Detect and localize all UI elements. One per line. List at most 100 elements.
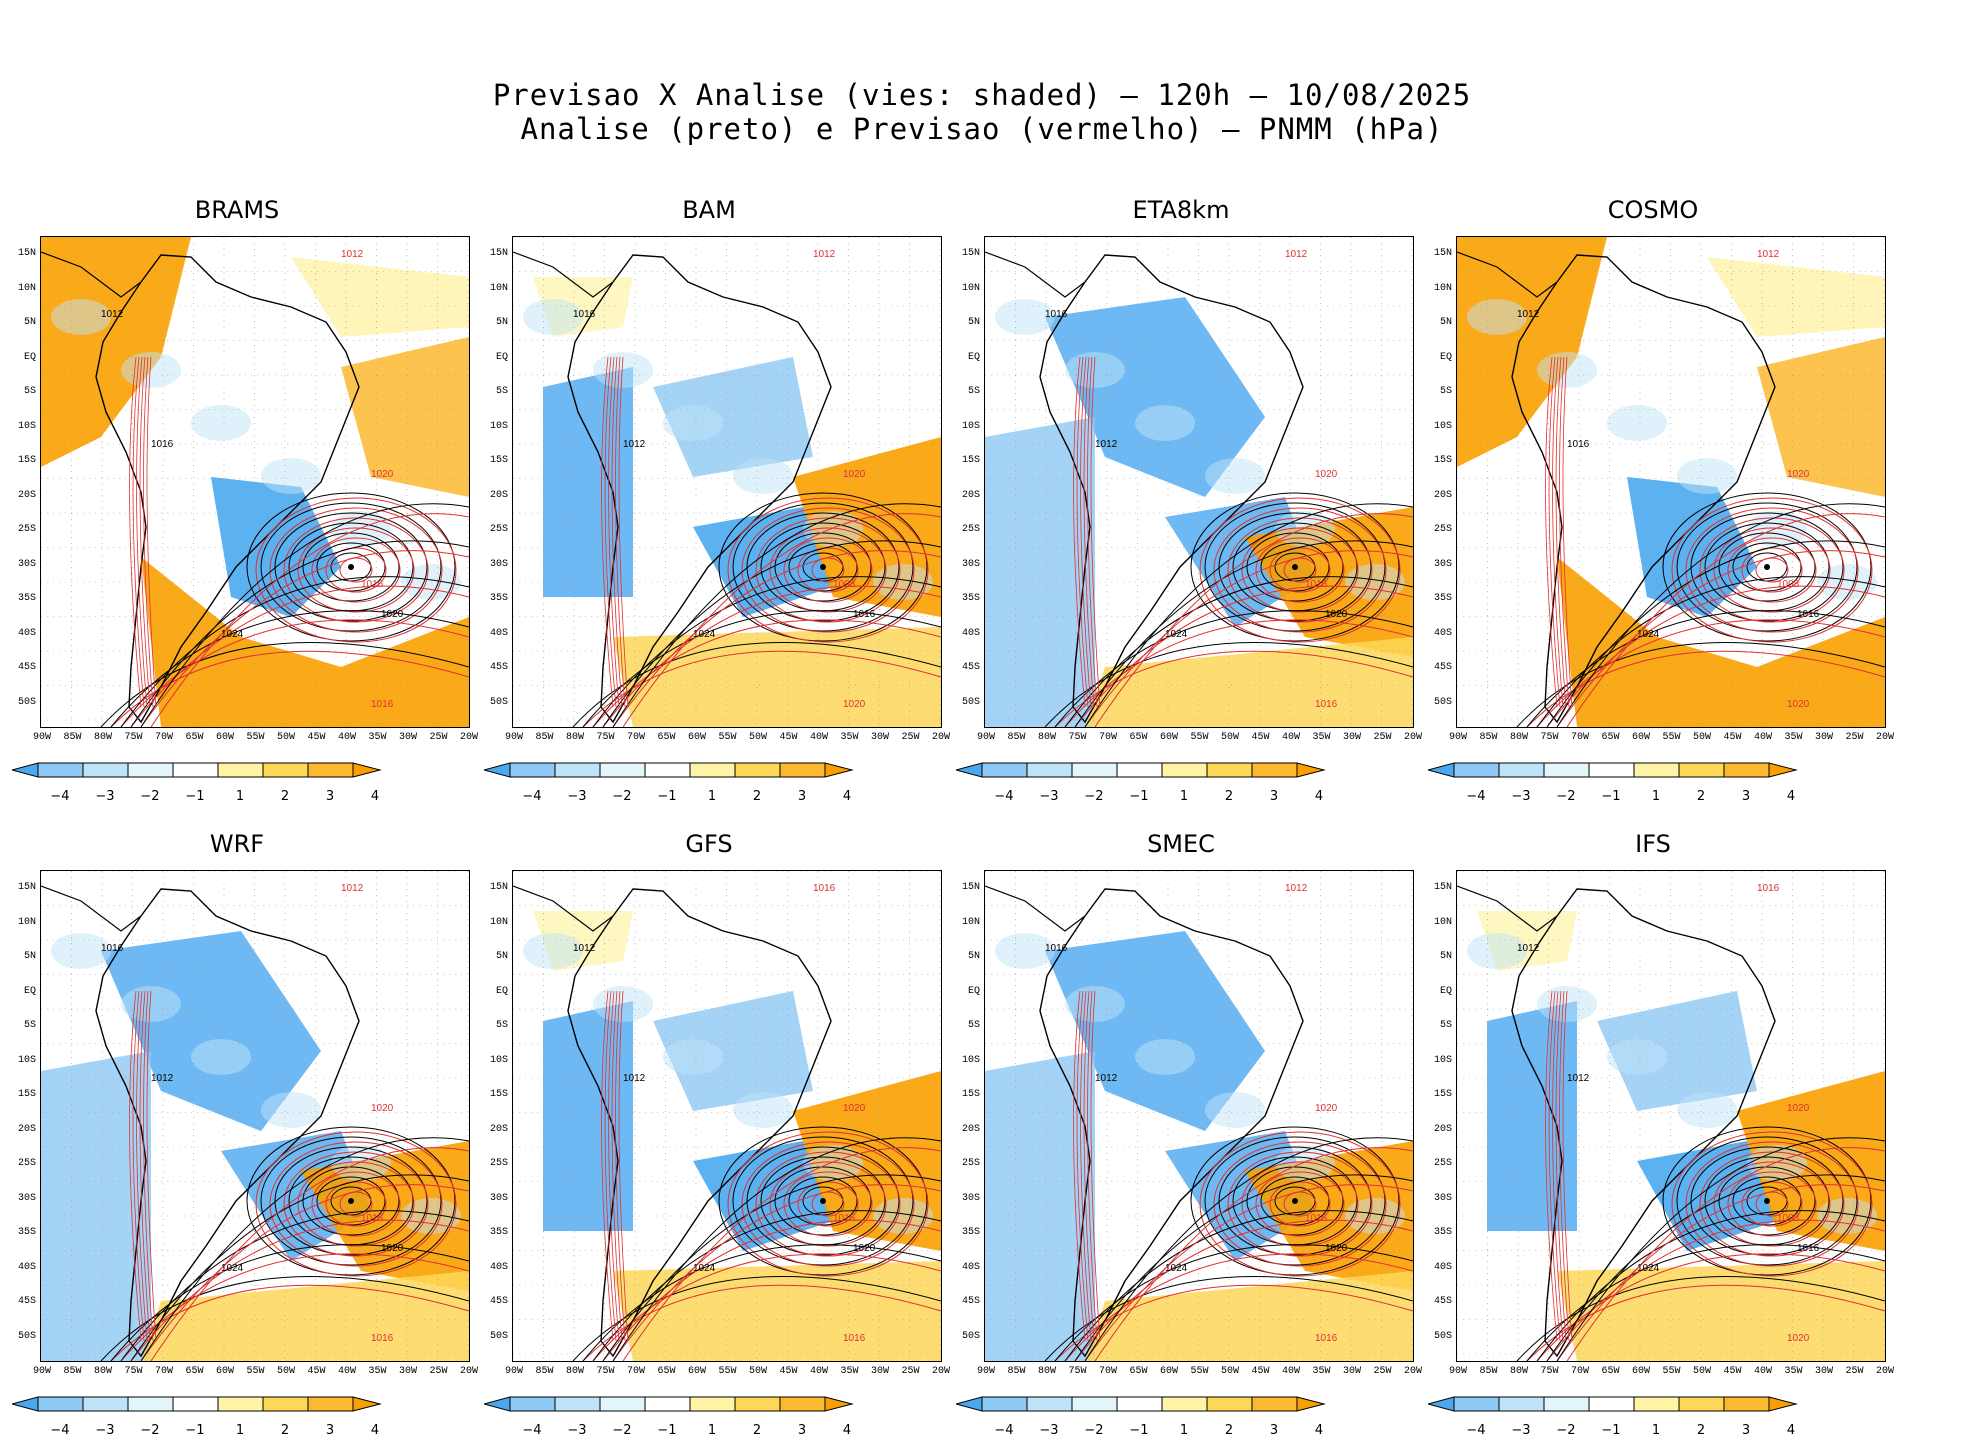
colorbar: −4 −3 −2 −1 1 2 3 4	[954, 1395, 1376, 1441]
contour-label: 1008	[833, 579, 856, 590]
colorbar-tick-label: 2	[1224, 1423, 1234, 1438]
lat-tick-label: 20S	[17, 489, 36, 501]
coastline	[1457, 885, 1558, 932]
lat-tick-label: 25S	[489, 524, 508, 535]
colorbar-segment	[1588, 762, 1635, 778]
analysis-isobar	[612, 1137, 941, 1361]
lon-tick-label: 85W	[1007, 732, 1026, 743]
lat-tick-label: EQ	[495, 985, 508, 997]
lon-tick-label: 85W	[63, 732, 82, 743]
contour-label: 1020	[843, 699, 866, 710]
forecast-isobar	[1685, 507, 1859, 633]
lat-tick-label: 50S	[961, 1330, 980, 1342]
colorbar-segment	[307, 762, 354, 778]
lat-tick-label: 15S	[489, 1089, 508, 1100]
forecast-isobar	[1076, 990, 1089, 1342]
forecast-isobar	[339, 1191, 373, 1217]
contour-label: 1020	[381, 609, 404, 620]
lon-tick-label: 45W	[779, 732, 798, 743]
analysis-isobar	[1044, 1276, 1413, 1361]
colorbar-tick-label: 1	[1179, 789, 1189, 804]
colorbar-tick-label: 3	[1741, 789, 1751, 804]
lon-tick-label: 45W	[1251, 1366, 1270, 1377]
lon-tick-label: 60W	[1159, 732, 1179, 743]
colorbar-segment	[172, 1396, 219, 1412]
lon-tick-label: 50W	[276, 1366, 296, 1377]
bias-shading	[653, 357, 813, 477]
colorbar-tick-label: 2	[280, 789, 290, 804]
colorbar-tick-label: 3	[797, 789, 807, 804]
contour-label: 1020	[1787, 1103, 1810, 1114]
lat-tick-label: 15N	[17, 248, 36, 259]
forecast-isobar	[727, 1131, 929, 1277]
contour-label: 1016	[1315, 699, 1338, 710]
bias-shading	[101, 931, 321, 1131]
lon-tick-label: 70W	[626, 732, 646, 743]
lat-tick-label: 20S	[961, 489, 980, 501]
colorbar-tick-label: 1	[707, 1423, 717, 1438]
bias-shading	[1245, 1141, 1413, 1291]
bias-shading	[261, 1092, 321, 1128]
lon-tick-label: 30W	[1342, 1366, 1362, 1377]
lat-tick-label: 45S	[489, 1296, 508, 1307]
analysis-isobar	[582, 610, 941, 727]
bias-shading	[1487, 1001, 1577, 1231]
forecast-isobar	[1559, 990, 1570, 1342]
forecast-isobar	[611, 990, 623, 1342]
colorbar-arrow-left	[10, 1396, 39, 1412]
forecast-isobar	[1566, 513, 1885, 727]
bias-shading	[1607, 405, 1667, 441]
forecast-isobar	[797, 547, 859, 593]
colorbar-tick-label: −1	[1601, 789, 1621, 804]
contour-label: 1016	[1305, 579, 1328, 590]
colorbar-arrow-left	[482, 762, 511, 778]
colorbar-arrow-right	[1768, 762, 1798, 778]
lat-tick-label: 10S	[961, 1054, 980, 1066]
analysis-isobar	[788, 542, 858, 592]
colorbar-tick-label: −3	[1511, 1423, 1531, 1438]
contour-label: 1012	[1095, 439, 1118, 450]
lon-tick-label: 55W	[718, 732, 737, 743]
lat-tick-label: 35S	[489, 593, 508, 604]
analysis-isobar	[1044, 642, 1413, 727]
lat-tick-label: EQ	[967, 351, 980, 363]
lat-tick-label: 20S	[489, 489, 508, 501]
contour-label: 1016	[1567, 439, 1590, 450]
forecast-isobar	[150, 513, 469, 727]
colorbar-arrow-right	[824, 1396, 854, 1412]
lon-tick-label: 80W	[93, 732, 113, 743]
bias-shading	[51, 299, 111, 335]
analysis-isobar	[718, 1126, 928, 1276]
lat-tick-label: 30S	[961, 558, 980, 570]
colorbar-segment	[1543, 762, 1590, 778]
analysis-isobar	[1676, 1136, 1858, 1266]
analysis-isobar	[260, 1136, 442, 1266]
lat-tick-label: EQ	[967, 985, 980, 997]
bias-shading	[1597, 991, 1757, 1111]
forecast-isobar	[615, 990, 626, 1342]
forecast-isobar	[1671, 497, 1873, 643]
bias-shading	[51, 933, 111, 969]
lon-tick-label: 30W	[398, 732, 418, 743]
analysis-isobar	[1074, 540, 1413, 727]
forecast-isobar	[1094, 513, 1413, 727]
bias-shading	[1637, 1141, 1777, 1251]
forecast-isobar	[1685, 1141, 1859, 1267]
forecast-isobar	[110, 650, 469, 727]
contour-label: 1016	[853, 609, 876, 620]
contour-label: 1024	[693, 1263, 716, 1274]
contour-label: 1012	[1517, 309, 1540, 320]
forecast-isobar	[601, 356, 614, 708]
colorbar-segment	[1116, 762, 1163, 778]
lon-tick-label: 40W	[1753, 732, 1773, 743]
lat-tick-label: 20S	[17, 1123, 36, 1135]
colorbar-segment	[981, 1396, 1028, 1412]
colorbar: −4 −3 −2 −1 1 2 3 4	[954, 761, 1376, 807]
lat-tick-label: 25S	[961, 524, 980, 535]
lat-tick-label: 50S	[489, 696, 508, 708]
contour-label: 1016	[813, 883, 836, 894]
lon-tick-label: 80W	[93, 1366, 113, 1377]
forecast-isobar	[1562, 990, 1573, 1342]
contour-label: 1016	[1045, 309, 1068, 320]
lat-tick-label: 5S	[967, 386, 980, 397]
